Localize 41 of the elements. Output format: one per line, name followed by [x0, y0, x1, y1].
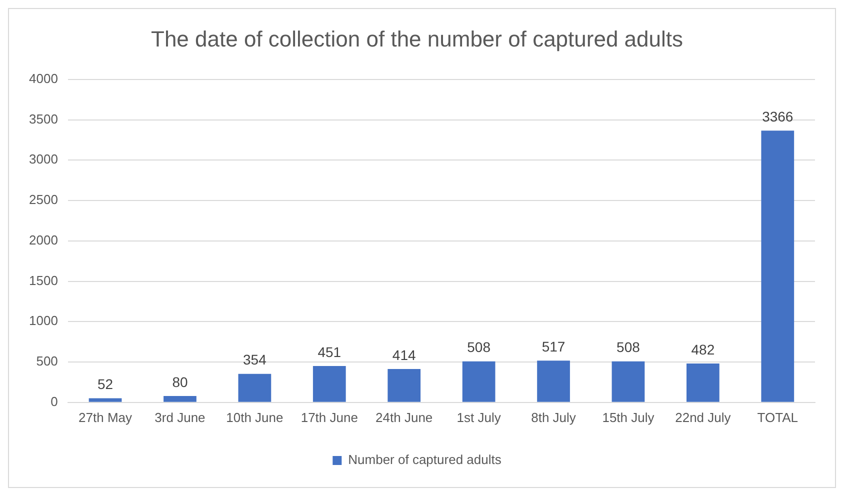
data-label: 354 — [243, 352, 267, 368]
y-tick-label: 1000 — [29, 313, 58, 328]
data-label: 508 — [616, 339, 640, 356]
y-tick-label: 2000 — [29, 232, 58, 248]
bar — [537, 360, 570, 402]
data-label: 451 — [318, 344, 342, 360]
bar — [388, 368, 421, 402]
data-label: 80 — [172, 374, 188, 390]
data-label: 482 — [691, 341, 715, 358]
x-tick-label: 3rd June — [154, 410, 206, 425]
legend-label: Number of captured adults — [348, 452, 502, 468]
data-label: 517 — [542, 338, 566, 355]
bar — [462, 361, 496, 402]
bar — [88, 398, 122, 402]
y-tick-label: 1500 — [29, 272, 58, 288]
data-label: 508 — [467, 339, 491, 356]
x-tick-label: 10th June — [226, 410, 284, 425]
bar — [612, 361, 645, 402]
data-label: 3366 — [762, 108, 794, 124]
bar — [686, 363, 720, 402]
y-tick-label: 3000 — [29, 152, 58, 167]
y-tick-label: 3500 — [29, 111, 58, 126]
y-tick-label: 4000 — [29, 70, 58, 86]
x-tick-label: TOTAL — [757, 410, 798, 425]
bar — [238, 374, 272, 402]
bar — [761, 130, 794, 402]
y-tick-label: 500 — [36, 354, 58, 369]
data-label: 52 — [97, 376, 114, 392]
chart-title: The date of collection of the number of captured adults — [151, 26, 683, 52]
x-tick-label: 24th June — [376, 410, 433, 425]
bar — [312, 366, 346, 402]
x-tick-label: 8th July — [531, 410, 576, 425]
x-tick-label: 15th July — [602, 410, 655, 425]
x-tick-label: 17th June — [300, 410, 358, 425]
x-tick-label: 1st July — [456, 410, 502, 425]
y-tick-label: 0 — [50, 394, 58, 409]
data-label: 414 — [392, 346, 416, 363]
x-tick-label: 22nd July — [675, 410, 732, 425]
y-tick-label: 2500 — [29, 192, 58, 208]
bar — [164, 396, 196, 402]
x-tick-label: 27th May — [78, 410, 133, 425]
